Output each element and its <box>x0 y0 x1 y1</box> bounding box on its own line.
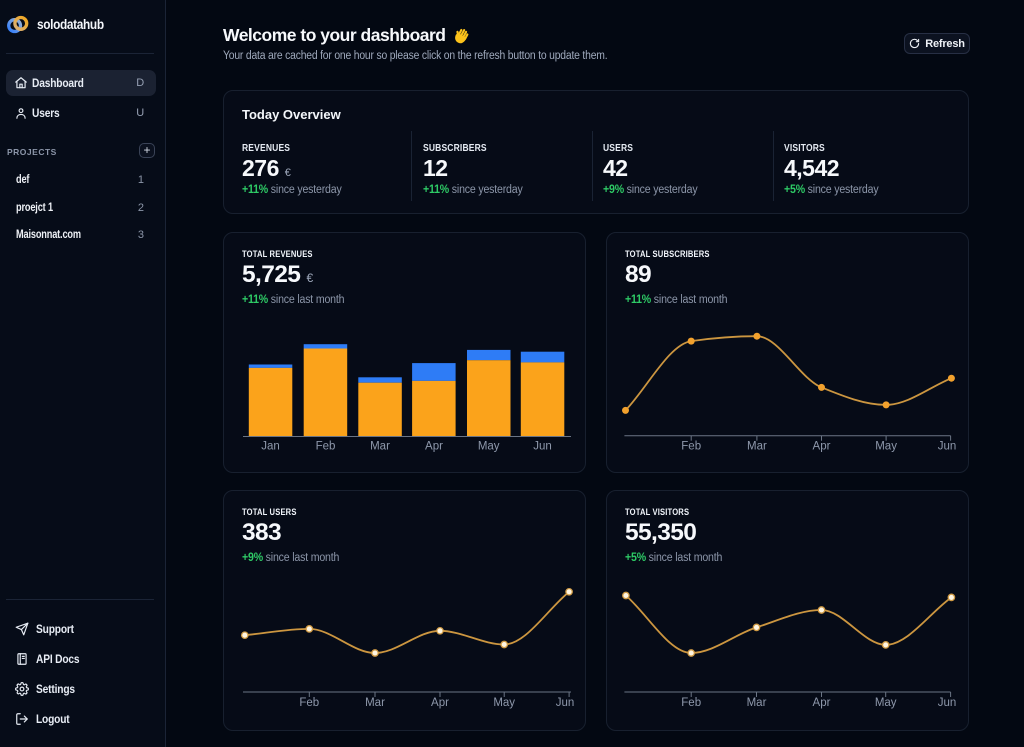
svg-text:May: May <box>875 697 897 709</box>
svg-text:May: May <box>875 441 897 453</box>
svg-text:Apr: Apr <box>431 697 449 709</box>
svg-text:May: May <box>478 441 500 453</box>
svg-text:Mar: Mar <box>747 441 767 453</box>
svg-text:Apr: Apr <box>813 697 831 709</box>
svg-text:Feb: Feb <box>681 697 701 709</box>
svg-text:Jun: Jun <box>938 697 957 709</box>
svg-text:Jun: Jun <box>556 697 575 709</box>
svg-text:Jan: Jan <box>261 441 280 453</box>
svg-text:Mar: Mar <box>747 697 767 709</box>
svg-text:Feb: Feb <box>681 441 701 453</box>
svg-text:Jun: Jun <box>533 441 552 453</box>
svg-text:Feb: Feb <box>316 441 336 453</box>
svg-text:Feb: Feb <box>299 697 319 709</box>
svg-text:May: May <box>493 697 515 709</box>
svg-text:Apr: Apr <box>813 441 831 453</box>
svg-text:Mar: Mar <box>365 697 385 709</box>
svg-text:Mar: Mar <box>370 441 390 453</box>
svg-text:Jun: Jun <box>938 441 957 453</box>
svg-text:Apr: Apr <box>425 441 443 453</box>
